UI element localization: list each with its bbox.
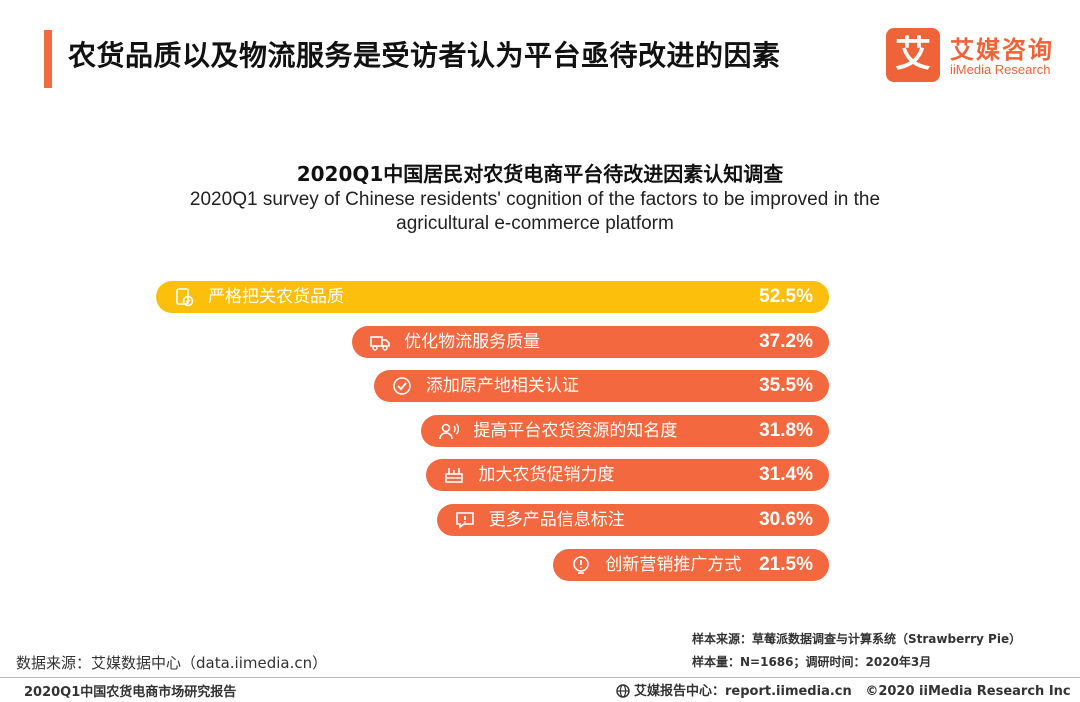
bar-7: 创新营销推广方式 21.5% [553, 548, 829, 581]
bar-value: 31.8% [759, 419, 813, 441]
bar-label: 创新营销推广方式 [605, 554, 742, 575]
chart-subtitle: 2020Q1 survey of Chinese residents' cogn… [189, 189, 881, 234]
bar-label: 严格把关农货品质 [208, 287, 344, 307]
bar-2: 优化物流服务质量 37.2% [352, 325, 829, 358]
bar-value: 35.5% [759, 375, 813, 397]
delivery-truck-icon [370, 335, 390, 351]
chart-title: 2020Q1中国居民对农货电商平台待改进因素认知调查 [296, 162, 784, 186]
bar-6: 更多产品信息标注 30.6% [436, 504, 829, 536]
bar-value: 31.4% [759, 464, 813, 486]
bar-label: 更多产品信息标注 [488, 510, 625, 530]
bar-1: 严格把关农货品质 52.5% [156, 281, 829, 313]
sample-source-note: 样本来源：草莓派数据调查与计算系统（Strawberry Pie） [692, 632, 1022, 646]
bar-label: 加大农货促销力度 [478, 465, 615, 486]
logo-mark: 艾 [886, 28, 940, 82]
bar-label: 优化物流服务质量 [404, 331, 541, 352]
bar-4: 提高平台农货资源的知名度 31.8% [421, 414, 829, 447]
copyright: ©2020 iiMedia Research Inc [865, 684, 1071, 699]
bar-5: 加大农货促销力度 31.4% [426, 459, 829, 492]
iimedia-logo: 艾 艾媒咨询 iiMedia Research [886, 28, 1066, 84]
report-center-link[interactable]: 艾媒报告中心：report.iimedia.cn [634, 684, 852, 699]
megaphone-person-icon [439, 423, 460, 439]
footer-right: 艾媒报告中心：report.iimedia.cn ©2020 iiMedia R… [616, 680, 1071, 699]
logo-english-name: iiMedia Research [950, 62, 1051, 77]
bar-value: 30.6% [759, 509, 813, 530]
quality-check-icon [176, 288, 194, 307]
footer-divider [0, 677, 1080, 678]
lightbulb-icon [573, 555, 590, 574]
info-message-icon [455, 512, 474, 529]
logo-chinese-name: 艾媒咨询 [950, 36, 1054, 64]
bar-value: 37.2% [759, 330, 813, 352]
bar-3: 添加原产地相关认证 35.5% [373, 370, 829, 403]
report-name: 2020Q1中国农货电商市场研究报告 [24, 685, 237, 700]
globe-icon [616, 684, 630, 698]
bar-value: 52.5% [759, 286, 813, 307]
page-title: 农货品质以及物流服务是受访者认为平台亟待改进的因素 [68, 39, 781, 72]
title-accent-bar [44, 30, 52, 88]
data-source-note: 数据来源：艾媒数据中心（data.iimedia.cn） [16, 654, 328, 672]
certified-check-icon [393, 377, 411, 395]
sample-size-note: 样本量：N=1686；调研时间：2020年3月 [692, 655, 932, 669]
bar-label: 提高平台农货资源的知名度 [473, 420, 678, 441]
promotion-icon [445, 468, 464, 484]
bar-value: 21.5% [759, 553, 813, 575]
bar-label: 添加原产地相关认证 [425, 376, 579, 397]
